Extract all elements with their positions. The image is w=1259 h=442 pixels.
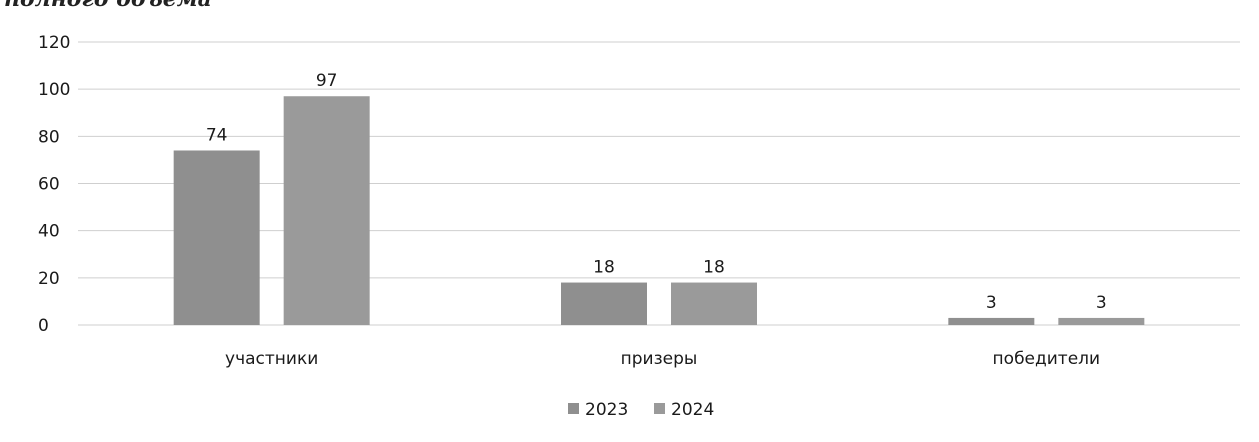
y-tick-label: 40 xyxy=(38,222,60,242)
legend: 2023 2024 xyxy=(568,400,714,420)
data-labels: 74 97 18 18 3 3 xyxy=(206,71,1107,313)
data-label: 3 xyxy=(986,293,997,313)
data-label: 18 xyxy=(593,258,615,278)
legend-swatch-2023 xyxy=(568,403,579,414)
data-label: 74 xyxy=(206,125,228,145)
category-label: призеры xyxy=(621,349,698,369)
y-tick-label: 60 xyxy=(38,175,60,195)
data-label: 3 xyxy=(1096,293,1107,313)
y-tick-label: 120 xyxy=(38,33,70,53)
category-label: победители xyxy=(993,349,1101,369)
y-tick-label: 0 xyxy=(38,316,49,336)
bars xyxy=(173,96,1145,325)
bar-2024-0 xyxy=(283,96,370,325)
y-tick-label: 100 xyxy=(38,80,70,100)
bar-2023-0 xyxy=(173,150,260,325)
category-axis: участники призеры победители xyxy=(225,349,1100,369)
bar-2024-1 xyxy=(671,282,757,325)
gridlines xyxy=(78,41,1240,326)
y-tick-label: 20 xyxy=(38,269,60,289)
bar-2023-1 xyxy=(561,282,647,325)
bar-2024-2 xyxy=(1058,317,1145,325)
y-tick-label: 80 xyxy=(38,127,60,147)
category-label: участники xyxy=(225,349,318,369)
legend-swatch-2024 xyxy=(654,403,665,414)
legend-label: 2024 xyxy=(671,400,714,420)
chart-title-fragment: полного объема xyxy=(4,0,212,12)
legend-label: 2023 xyxy=(585,400,628,420)
data-label: 97 xyxy=(316,71,338,91)
bar-2023-2 xyxy=(948,317,1035,325)
data-label: 18 xyxy=(703,258,725,278)
y-axis-ticks: 0 20 40 60 80 100 120 xyxy=(38,33,70,336)
